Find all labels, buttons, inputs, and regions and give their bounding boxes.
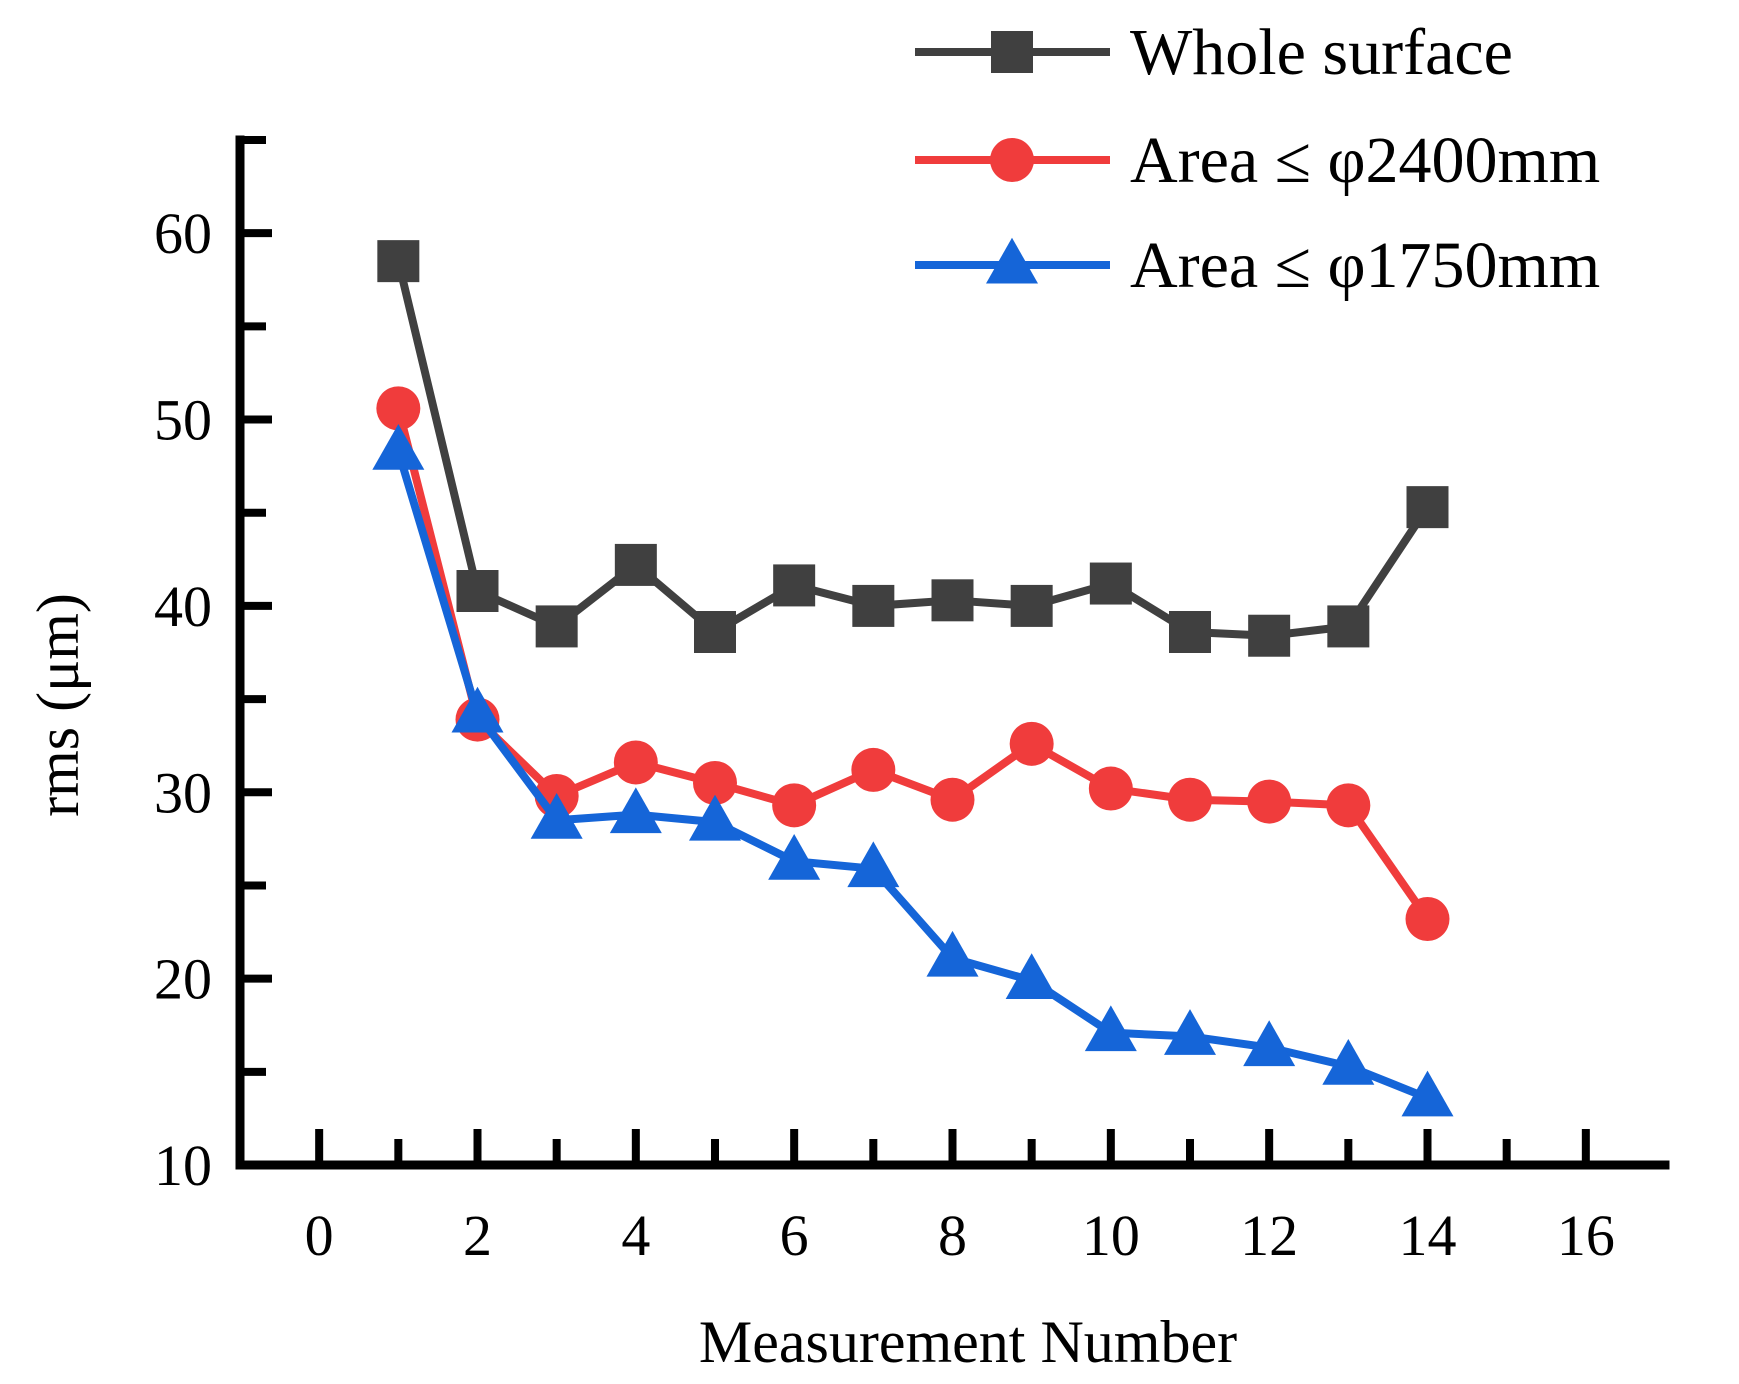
legend-marker bbox=[991, 31, 1033, 73]
series-line bbox=[394, 260, 1431, 640]
legend-marker bbox=[986, 237, 1038, 284]
data-point bbox=[1247, 779, 1292, 824]
series-line bbox=[394, 407, 1431, 922]
data-point bbox=[456, 570, 499, 612]
data-point bbox=[1401, 1070, 1454, 1117]
data-point bbox=[773, 564, 816, 607]
data-point bbox=[847, 841, 900, 888]
data-point bbox=[609, 787, 662, 834]
data-point bbox=[613, 740, 658, 785]
data-point bbox=[851, 747, 896, 792]
data-point bbox=[852, 584, 895, 627]
data-point bbox=[1405, 897, 1450, 941]
data-point bbox=[1406, 486, 1449, 529]
legend-label: Area ≤ φ2400mm bbox=[1130, 124, 1600, 197]
data-point bbox=[376, 386, 421, 431]
data-point bbox=[1248, 614, 1291, 657]
data-point bbox=[931, 579, 974, 622]
x-tick-label: 16 bbox=[1557, 1203, 1615, 1268]
data-point bbox=[1009, 721, 1054, 766]
data-point bbox=[1243, 1020, 1296, 1067]
legend: Whole surface Area ≤ φ2400mm Area ≤ φ1750m… bbox=[915, 16, 1600, 302]
data-point bbox=[372, 423, 425, 470]
data-point bbox=[1088, 766, 1133, 811]
series-3 bbox=[372, 423, 1454, 1117]
data-point bbox=[451, 686, 504, 733]
x-tick-label: 8 bbox=[938, 1203, 967, 1268]
y-tick-label: 50 bbox=[154, 388, 212, 453]
legend-label: Whole surface bbox=[1130, 16, 1513, 89]
data-point bbox=[1089, 562, 1132, 605]
x-tick-label: 14 bbox=[1399, 1203, 1457, 1268]
x-tick-label: 12 bbox=[1240, 1203, 1298, 1268]
data-point bbox=[694, 611, 736, 653]
y-tick-label: 40 bbox=[154, 574, 212, 639]
data-point bbox=[1168, 777, 1212, 822]
legend-label: Area ≤ φ1750mm bbox=[1130, 229, 1600, 302]
x-tick-label: 10 bbox=[1082, 1203, 1140, 1268]
x-tick-label: 0 bbox=[305, 1203, 334, 1268]
series-1 bbox=[377, 240, 1449, 657]
legend-item-2: Area ≤ φ2400mm bbox=[915, 124, 1600, 197]
x-axis-title: Measurement Number bbox=[699, 1309, 1237, 1375]
legend-marker bbox=[990, 138, 1034, 182]
data-point bbox=[614, 543, 657, 586]
legend-item-3: Area ≤ φ1750mm bbox=[915, 229, 1600, 302]
data-point bbox=[693, 760, 737, 805]
axes: 10 20 30 40 50 60 0 2 4 6 8 10 12 14 16 bbox=[154, 135, 1670, 1268]
legend-item-1: Whole surface bbox=[915, 16, 1513, 89]
y-axis-title: rms (μm) bbox=[25, 593, 91, 817]
x-tick-label: 4 bbox=[621, 1203, 650, 1268]
data-point bbox=[377, 240, 420, 283]
y-tick-label: 60 bbox=[154, 201, 212, 266]
data-point bbox=[1169, 611, 1211, 653]
data-point bbox=[1322, 1038, 1375, 1085]
y-tick-label: 20 bbox=[154, 947, 212, 1012]
data-point bbox=[530, 792, 583, 839]
x-tick-label: 6 bbox=[780, 1203, 809, 1268]
data-point bbox=[689, 794, 741, 841]
data-point bbox=[772, 783, 817, 828]
data-point bbox=[1005, 953, 1058, 999]
series-layer bbox=[372, 240, 1454, 1117]
series-2 bbox=[376, 386, 1450, 941]
data-point bbox=[1326, 783, 1371, 828]
data-point bbox=[768, 833, 821, 880]
data-point bbox=[930, 777, 975, 822]
data-point bbox=[926, 930, 979, 977]
y-tick-label: 30 bbox=[154, 760, 212, 825]
data-point bbox=[1327, 605, 1370, 648]
data-point bbox=[1084, 1005, 1137, 1052]
y-tick-label: 10 bbox=[154, 1133, 212, 1198]
data-point bbox=[535, 605, 578, 648]
data-point bbox=[1164, 1009, 1216, 1055]
data-point bbox=[1010, 584, 1053, 627]
x-tick-label: 2 bbox=[463, 1203, 492, 1268]
